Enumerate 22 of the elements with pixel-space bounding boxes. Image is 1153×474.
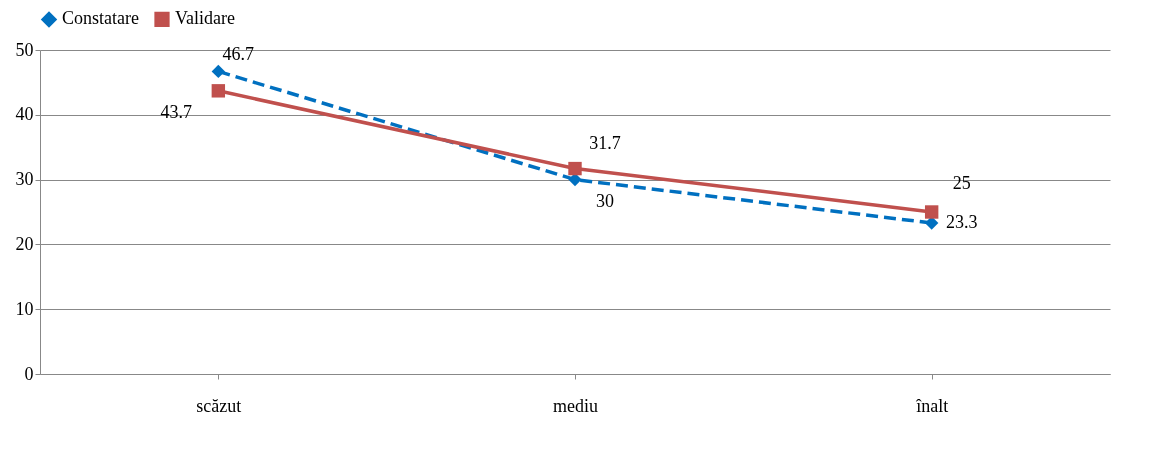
point xyxy=(568,161,582,176)
point xyxy=(211,84,226,98)
data-label: 46.7 xyxy=(222,44,255,65)
y-tick-label: 40 xyxy=(15,104,34,125)
data-label: 30 xyxy=(596,190,614,211)
y-tick-label: 0 xyxy=(24,363,34,384)
y-tick-label: 30 xyxy=(15,169,34,190)
point xyxy=(211,64,226,79)
y-tick-label: 10 xyxy=(15,298,34,319)
data-label: 23.3 xyxy=(945,212,978,233)
legend-label: Constatare xyxy=(62,8,139,29)
x-tick-label: scăzut xyxy=(196,395,242,416)
data-label: 43.7 xyxy=(160,101,193,122)
data-label: 31.7 xyxy=(589,132,621,153)
data-label: 25 xyxy=(952,173,971,193)
x-tick-label: mediu xyxy=(553,395,598,416)
point xyxy=(924,205,939,219)
point xyxy=(924,216,939,230)
legend-label: Validare xyxy=(175,8,235,29)
x-tick-label: înalt xyxy=(915,395,949,416)
y-tick-label: 50 xyxy=(15,39,34,60)
y-tick-label: 20 xyxy=(15,233,34,254)
